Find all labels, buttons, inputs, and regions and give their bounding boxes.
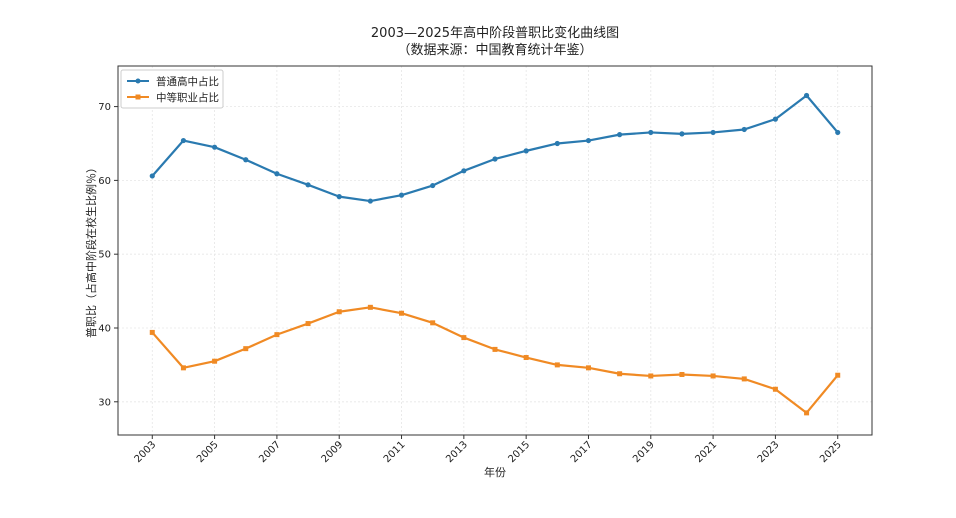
series-line-0 — [151, 94, 839, 203]
data-point — [679, 371, 685, 377]
legend-label-1: 中等职业占比 — [156, 91, 219, 104]
data-point — [585, 137, 592, 144]
legend-label-0: 普通高中占比 — [156, 75, 219, 88]
data-point — [772, 116, 779, 122]
data-point — [804, 410, 810, 416]
chart-title: 2003—2025年高中阶段普职比变化曲线图 — [371, 25, 619, 41]
series-lines — [149, 92, 841, 416]
plot-area-frame — [117, 65, 873, 436]
grid-lines — [118, 66, 872, 435]
series-line-1 — [151, 306, 839, 414]
data-point — [212, 358, 218, 364]
x-axis-label: 年份 — [484, 465, 506, 479]
x-tick-label: 2005 — [195, 439, 221, 465]
y-tick-label: 30 — [98, 397, 111, 408]
data-point — [430, 320, 436, 326]
data-point — [305, 321, 311, 327]
y-tick-label: 60 — [98, 176, 111, 187]
data-point — [803, 92, 810, 99]
data-point — [523, 148, 529, 154]
series-0 — [149, 92, 841, 204]
legend-box — [120, 69, 224, 109]
data-point — [398, 192, 405, 198]
data-point — [243, 157, 249, 163]
y-tick-label: 70 — [98, 102, 111, 113]
data-point — [710, 373, 716, 379]
data-point — [554, 140, 560, 147]
data-point — [461, 335, 467, 341]
axis-ticks: 2003 2005 2007 2009 2011 2013 2015 2017 2019 2021… — [98, 102, 844, 465]
x-tick-label: 2013 — [444, 439, 470, 465]
data-point — [149, 329, 155, 335]
data-point — [211, 144, 218, 150]
data-point — [741, 376, 747, 382]
data-point — [180, 137, 187, 144]
data-point — [710, 129, 716, 136]
chart-subtitle: （数据来源：中国教育统计年鉴） — [397, 42, 592, 58]
legend-swatch-marker-0 — [135, 78, 141, 84]
data-point — [461, 168, 467, 174]
series-1 — [149, 304, 841, 416]
data-point — [430, 182, 436, 189]
legend-swatch-marker-1 — [135, 94, 141, 100]
data-point — [679, 131, 685, 137]
data-point — [741, 126, 747, 133]
data-point — [835, 372, 841, 378]
data-point — [585, 365, 591, 371]
data-point — [243, 346, 249, 352]
data-point — [617, 132, 623, 138]
x-tick-label: 2003 — [133, 439, 159, 465]
data-point — [367, 304, 373, 310]
data-point — [523, 355, 529, 361]
x-tick-label: 2023 — [756, 439, 782, 465]
data-point — [149, 173, 155, 179]
data-point — [305, 182, 311, 188]
data-point — [336, 194, 342, 200]
x-tick-label: 2017 — [569, 439, 595, 465]
x-tick-label: 2015 — [507, 439, 533, 465]
x-tick-label: 2025 — [818, 439, 844, 465]
x-tick-label: 2011 — [382, 439, 408, 465]
data-point — [772, 386, 778, 392]
data-point — [554, 362, 560, 368]
data-point — [835, 129, 841, 136]
x-tick-label: 2019 — [631, 439, 657, 465]
data-point — [336, 309, 342, 315]
x-tick-label: 2021 — [693, 439, 719, 465]
y-tick-label: 40 — [98, 323, 111, 334]
data-point — [648, 373, 654, 379]
data-point — [399, 310, 405, 316]
data-point — [274, 171, 280, 177]
legend: 普通高中占比 中等职业占比 — [120, 69, 224, 109]
data-point — [617, 371, 623, 377]
data-point — [492, 156, 498, 162]
data-point — [367, 198, 373, 204]
data-point — [180, 365, 186, 371]
data-point — [648, 129, 654, 136]
data-point — [274, 332, 280, 338]
data-point — [492, 346, 498, 352]
x-tick-label: 2007 — [257, 439, 283, 465]
y-tick-label: 50 — [98, 250, 111, 261]
y-axis-label: 普职比（占高中阶段在校生比例％） — [84, 162, 98, 338]
x-tick-label: 2009 — [320, 439, 346, 465]
